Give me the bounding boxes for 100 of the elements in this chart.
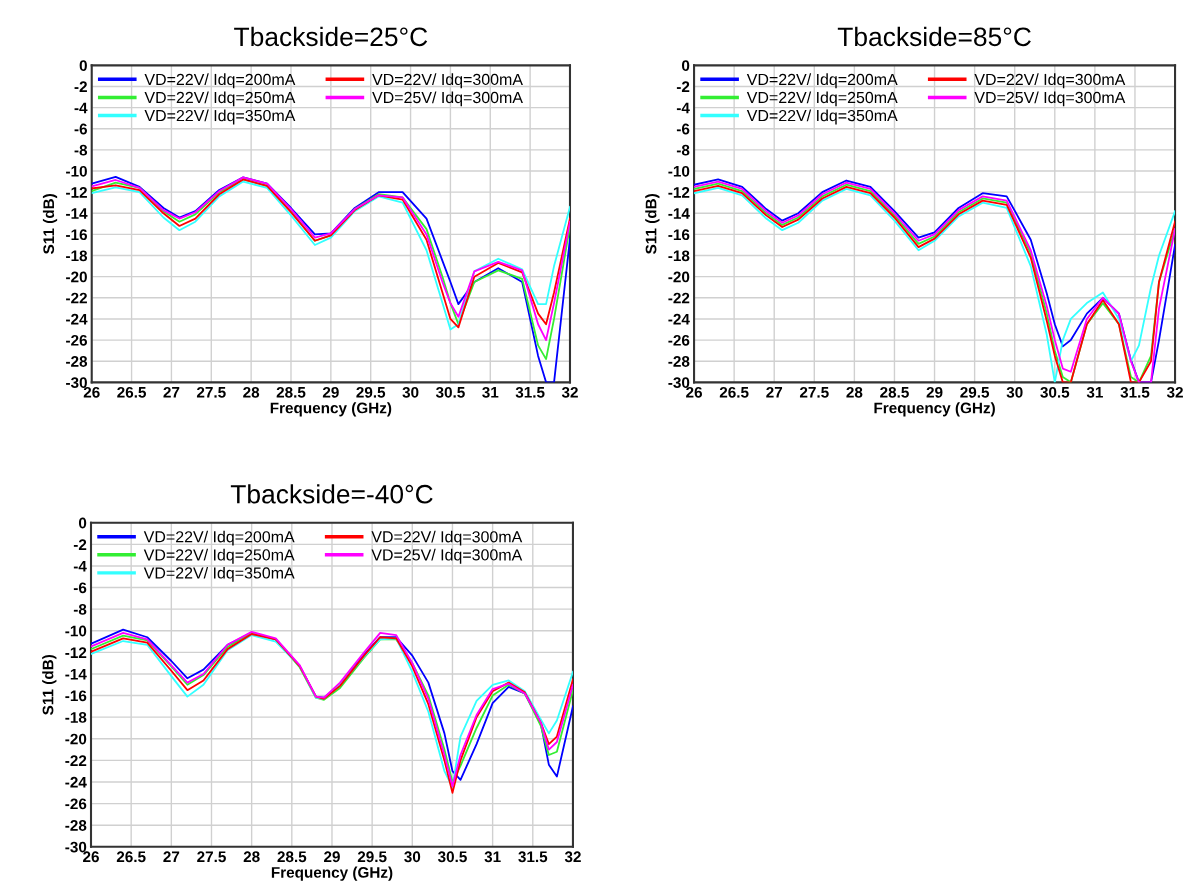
x-tick-label: 30.5 (1040, 386, 1070, 398)
legend-label: VD=22V/ Idq=350mA (144, 109, 296, 125)
x-tick-label: 27 (163, 851, 180, 863)
y-tick-label: -12 (668, 187, 690, 198)
y-tick-label: -8 (74, 144, 88, 156)
y-tick-label: -16 (668, 229, 690, 241)
y-tick-label: -20 (668, 271, 690, 283)
x-tick-label: 29 (324, 851, 340, 863)
y-axis-title: S11 (dB) (645, 194, 660, 254)
x-tick-label: 28.5 (880, 386, 909, 398)
x-tick-label: 27.5 (197, 851, 226, 863)
y-axis-title: S11 (dB) (42, 194, 58, 254)
y-tick-label: 0 (79, 60, 87, 72)
y-tick-label: -30 (66, 377, 87, 389)
x-tick-label: 27.5 (196, 386, 226, 398)
y-tick-label: -14 (65, 668, 87, 680)
x-tick-label: 30 (1006, 386, 1023, 398)
legend-label: VD=22V/ Idq=350mA (746, 109, 898, 125)
legend-label: VD=22V/ Idq=200mA (144, 73, 296, 89)
x-tick-label: 30.5 (437, 851, 467, 863)
y-tick-label: -10 (65, 625, 87, 637)
legend-label: VD=22V/ Idq=250mA (746, 91, 898, 107)
y-tick-label: -26 (65, 798, 87, 810)
legend-label: VD=22V/ Idq=350mA (143, 566, 295, 582)
x-tick-label: 32 (564, 851, 581, 863)
y-tick-label: -14 (66, 208, 88, 219)
x-tick-label: 26.5 (116, 851, 146, 863)
y-tick-label: -24 (65, 776, 87, 788)
y-tick-label: -30 (65, 841, 87, 853)
y-tick-label: -22 (668, 292, 690, 304)
x-tick-label: 31 (1086, 386, 1103, 398)
x-tick-label: 28 (243, 386, 260, 398)
legend-label: VD=25V/ Idq=300mA (974, 91, 1126, 107)
y-tick-label: -28 (66, 356, 88, 367)
x-tick-label: 32 (1166, 386, 1183, 398)
y-tick-label: -20 (66, 271, 87, 283)
x-tick-label: 31.5 (515, 386, 545, 398)
x-tick-label: 26 (83, 851, 99, 863)
y-tick-label: -10 (668, 165, 690, 177)
y-tick-label: -18 (668, 250, 690, 262)
x-tick-label: 29.5 (960, 386, 990, 398)
legend-label: VD=22V/ Idq=300mA (372, 73, 523, 89)
legend-label: VD=22V/ Idq=200mA (143, 530, 295, 546)
x-tick-label: 30 (404, 851, 421, 863)
x-axis-title: Frequency (GHz) (271, 866, 393, 881)
chart-title: Tbackside=-40°C (230, 484, 433, 504)
x-axis-title: Frequency (GHz) (270, 402, 392, 417)
x-tick-label: 29 (926, 386, 943, 398)
legend-label: VD=25V/ Idq=300mA (372, 91, 523, 107)
y-tick-label: -20 (65, 733, 87, 745)
chart-title: Tbackside=25°C (234, 26, 428, 47)
x-tick-label: 26.5 (117, 386, 147, 398)
y-tick-label: -28 (668, 356, 690, 367)
legend-label: VD=22V/ Idq=300mA (974, 73, 1126, 89)
y-tick-label: -16 (66, 229, 87, 241)
y-tick-label: -8 (676, 144, 690, 156)
legend-label: VD=22V/ Idq=250mA (144, 91, 296, 107)
y-tick-label: -12 (65, 647, 87, 658)
y-tick-label: -22 (66, 292, 87, 304)
x-tick-label: 30 (402, 386, 419, 398)
y-tick-label: -30 (668, 377, 690, 389)
chart-title: Tbackside=85°C (837, 26, 1031, 47)
x-tick-label: 26.5 (719, 386, 749, 398)
x-tick-label: 31 (482, 386, 499, 398)
x-tick-label: 32 (561, 386, 578, 398)
y-tick-label: 0 (78, 517, 87, 529)
x-tick-label: 26 (686, 386, 702, 398)
y-tick-label: -22 (65, 755, 87, 766)
y-tick-label: -4 (73, 560, 87, 572)
y-tick-label: -6 (73, 582, 87, 594)
y-tick-label: -8 (73, 604, 87, 615)
y-tick-label: -26 (66, 334, 87, 346)
y-tick-label: -4 (676, 102, 690, 114)
y-tick-label: -14 (668, 208, 690, 219)
x-tick-label: 31.5 (518, 851, 548, 863)
legend-label: VD=22V/ Idq=250mA (143, 548, 295, 564)
legend-label: VD=25V/ Idq=300mA (371, 548, 523, 564)
y-tick-label: -2 (73, 539, 87, 550)
legend-label: VD=22V/ Idq=300mA (371, 530, 523, 546)
x-tick-label: 27 (163, 386, 180, 398)
x-tick-label: 31 (484, 851, 501, 863)
x-tick-label: 28.5 (276, 386, 306, 398)
y-tick-label: -28 (65, 820, 87, 831)
legend-label: VD=22V/ Idq=200mA (746, 73, 898, 89)
x-tick-label: 31.5 (1120, 386, 1150, 398)
x-tick-label: 30.5 (435, 386, 465, 398)
y-tick-label: -4 (74, 102, 88, 114)
y-tick-label: -6 (74, 123, 87, 135)
y-tick-label: -2 (676, 81, 690, 93)
y-tick-label: -18 (65, 712, 87, 723)
y-tick-label: 0 (682, 60, 690, 72)
y-tick-label: -16 (65, 690, 87, 702)
x-tick-label: 26 (83, 386, 100, 398)
y-tick-label: -26 (668, 334, 690, 346)
x-tick-label: 27.5 (799, 386, 829, 398)
x-tick-label: 28 (243, 851, 260, 863)
y-tick-label: -24 (668, 313, 690, 325)
y-tick-label: -24 (66, 313, 88, 325)
x-tick-label: 27 (766, 386, 783, 398)
x-tick-label: 29 (322, 386, 339, 398)
